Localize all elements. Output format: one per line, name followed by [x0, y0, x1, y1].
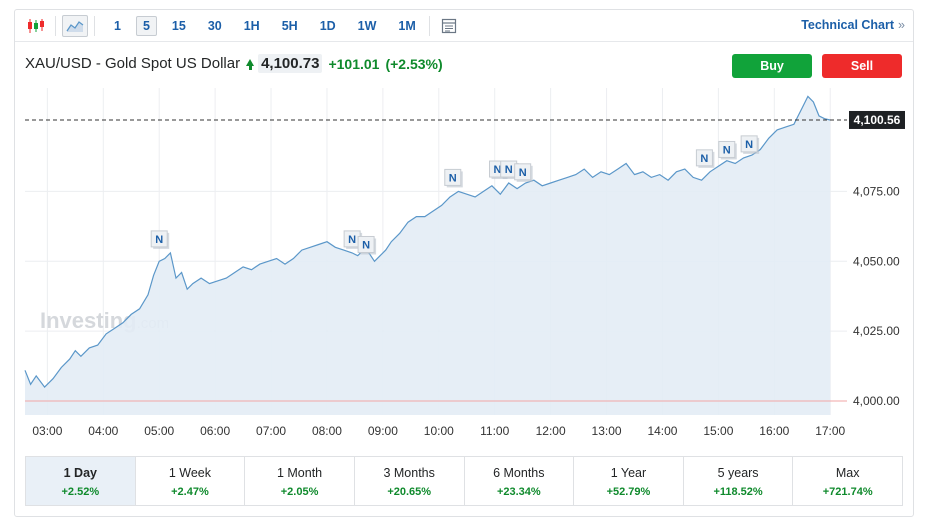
- news-marker-label: N: [155, 234, 163, 246]
- chart-widget: 1 5 15 30 1H 5H 1D 1W 1M Technical Chart» XAU/US…: [14, 9, 914, 517]
- range-label: Max: [835, 466, 860, 480]
- x-tick-label: 03:00: [32, 424, 62, 438]
- timeframe-15[interactable]: 15: [171, 18, 186, 33]
- timeframe-5[interactable]: 5: [135, 15, 157, 36]
- x-tick-label: 07:00: [256, 424, 286, 438]
- current-price-tag: [849, 110, 905, 129]
- range-tab-3-months[interactable]: 3 Months +20.65%: [355, 457, 465, 505]
- range-tab-1-month[interactable]: 1 Month +2.05%: [245, 457, 355, 505]
- range-selector: 1 Day +2.52% 1 Week +2.47% 1 Month +2.05% 3 Mo…: [25, 456, 903, 506]
- y-tick-label: 4,050.00: [853, 254, 900, 268]
- x-tick-label: 05:00: [144, 424, 174, 438]
- arrow-up-icon: [246, 59, 255, 70]
- news-marker-label: N: [519, 167, 527, 179]
- x-tick-label: 17:00: [815, 424, 845, 438]
- timeframe-1m[interactable]: 1M: [398, 18, 416, 33]
- instrument-title: XAU/USD - Gold Spot US Dollar: [25, 55, 241, 72]
- range-change: +2.47%: [171, 486, 209, 498]
- technical-chart-label: Technical Chart: [801, 18, 895, 32]
- range-tab-1-year[interactable]: 1 Year +52.79%: [574, 457, 684, 505]
- timeframe-1d[interactable]: 1D: [319, 18, 336, 33]
- range-change: +20.65%: [387, 486, 432, 498]
- news-marker-label: N: [449, 172, 457, 184]
- news-marker-label: N: [362, 239, 370, 251]
- x-tick-label: 15:00: [703, 424, 733, 438]
- range-label: 5 years: [717, 466, 759, 480]
- timeframe-1[interactable]: 1: [114, 18, 121, 33]
- x-tick-label: 12:00: [536, 424, 566, 438]
- range-tab-1-week[interactable]: 1 Week +2.47%: [136, 457, 246, 505]
- range-label: 6 Months: [493, 466, 545, 480]
- range-change: +2.05%: [280, 486, 319, 498]
- range-label: 3 Months: [383, 466, 435, 480]
- price-line: [24, 95, 831, 389]
- news-marker[interactable]: [695, 149, 713, 167]
- calendar-icon[interactable]: [436, 15, 462, 37]
- timeframe-1w[interactable]: 1W: [357, 18, 377, 33]
- range-change: +23.34%: [496, 486, 541, 498]
- x-tick-label: 09:00: [368, 424, 398, 438]
- news-marker[interactable]: [740, 135, 758, 153]
- range-label: 1 Year: [610, 466, 647, 480]
- range-tab-6-months[interactable]: 6 Months +23.34%: [465, 457, 575, 505]
- x-tick-label: 10:00: [424, 424, 454, 438]
- range-tab-5-years[interactable]: 5 years +118.52%: [684, 457, 794, 505]
- news-marker-label: N: [745, 139, 753, 151]
- news-marker[interactable]: [357, 235, 375, 253]
- timeframe-1h[interactable]: 1H: [243, 18, 260, 33]
- price-chart[interactable]: 03:00 04:00 05:00 06:00 07:00 08:00 09:00 10:00…: [15, 10, 915, 450]
- x-tick-label: 14:00: [647, 424, 677, 438]
- timeframe-30[interactable]: 30: [207, 18, 222, 33]
- range-change: +118.52%: [713, 486, 763, 498]
- news-marker-label: N: [700, 153, 708, 165]
- news-marker[interactable]: [150, 230, 168, 248]
- candlestick-icon[interactable]: [23, 15, 49, 37]
- x-tick-label: 13:00: [592, 424, 622, 438]
- range-tab-max[interactable]: Max +721.74%: [793, 457, 902, 505]
- news-marker-label: N: [348, 234, 356, 246]
- x-tick-label: 11:00: [480, 424, 509, 438]
- range-change: +52.79%: [606, 486, 651, 498]
- x-tick-label: 16:00: [759, 424, 789, 438]
- price-change: +101.01: [328, 55, 380, 72]
- news-marker[interactable]: [444, 168, 462, 186]
- x-tick-label: 08:00: [312, 424, 342, 438]
- timeframe-5h[interactable]: 5H: [281, 18, 298, 33]
- area-chart-icon[interactable]: [62, 14, 88, 37]
- range-label: 1 Day: [63, 466, 97, 480]
- range-change: +2.52%: [61, 486, 100, 498]
- price-area: [25, 96, 831, 416]
- news-marker-label: N: [494, 164, 502, 176]
- news-marker[interactable]: [718, 140, 736, 158]
- buy-button[interactable]: Buy: [732, 54, 812, 78]
- chevron-right-icon: »: [898, 18, 905, 32]
- last-price: 4,100.73: [258, 54, 323, 73]
- chart-toolbar: 1 5 15 30 1H 5H 1D 1W 1M Technical Chart»: [15, 10, 913, 42]
- news-marker[interactable]: [514, 163, 532, 181]
- x-tick-label: 06:00: [200, 424, 230, 438]
- technical-chart-link[interactable]: Technical Chart»: [801, 18, 905, 32]
- current-price-label: 4,100.56: [854, 113, 901, 127]
- range-tab-1-day[interactable]: 1 Day +2.52%: [26, 457, 136, 505]
- range-label: 1 Week: [168, 466, 212, 480]
- range-change: +721.74%: [822, 486, 873, 498]
- news-marker-label: N: [505, 164, 513, 176]
- instrument-header: XAU/USD - Gold Spot US Dollar 4,100.73 +…: [25, 54, 443, 73]
- price-change-percent: (+2.53%): [385, 55, 443, 72]
- news-marker-label: N: [723, 144, 731, 156]
- x-tick-label: 04:00: [88, 424, 118, 438]
- y-tick-label: 4,075.00: [853, 184, 900, 198]
- y-tick-label: 4,000.00: [853, 394, 900, 408]
- range-label: 1 Month: [276, 466, 323, 480]
- sell-button[interactable]: Sell: [822, 54, 902, 78]
- y-tick-label: 4,025.00: [853, 324, 900, 338]
